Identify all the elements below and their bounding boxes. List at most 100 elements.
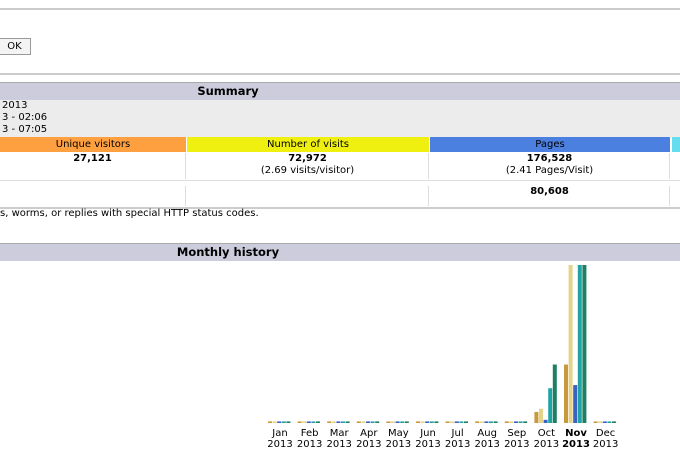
- period-text: 2013 3 - 02:06 3 - 07:05: [2, 100, 47, 136]
- cell-value: 72,972: [288, 153, 327, 164]
- bar: [464, 421, 468, 423]
- cell-value: 80,608: [530, 186, 569, 197]
- bar: [598, 421, 603, 423]
- bar: [564, 364, 568, 423]
- bar: [386, 421, 391, 423]
- cell: 176,528 (2.41 Pages/Visit): [430, 153, 670, 179]
- bar: [523, 421, 528, 423]
- col-header-cut: [672, 137, 680, 152]
- bar: [577, 265, 582, 423]
- period-line: 2013: [2, 100, 28, 111]
- bar: [504, 421, 509, 423]
- bar: [445, 421, 450, 423]
- bar: [416, 421, 420, 423]
- col-header: Number of visits: [187, 137, 429, 152]
- bar: [543, 419, 548, 423]
- x-tick-year: 2013: [534, 439, 559, 450]
- bar: [345, 421, 350, 423]
- cell-value: 176,528: [526, 153, 573, 164]
- bar: [341, 421, 345, 423]
- x-tick-year: 2013: [474, 439, 499, 450]
- bar: [489, 421, 493, 423]
- period-line: 3 - 07:05: [2, 124, 48, 135]
- bar: [454, 421, 459, 423]
- x-tick-label: Mar: [330, 428, 350, 439]
- bar: [459, 421, 464, 423]
- cell: [187, 186, 429, 206]
- bar: [552, 364, 557, 423]
- summary-title-bar: Summary: [0, 82, 680, 100]
- cell: 80,608: [430, 186, 670, 206]
- bar: [404, 421, 409, 423]
- bar: [429, 421, 434, 423]
- bar: [568, 265, 573, 423]
- bar: [268, 421, 272, 423]
- bar: [607, 421, 612, 423]
- bar: [475, 421, 480, 423]
- x-tick-year: 2013: [445, 439, 470, 450]
- x-tick-label: Nov: [565, 428, 587, 439]
- bar: [493, 421, 498, 423]
- bar: [484, 421, 489, 423]
- bar: [582, 265, 587, 423]
- bar: [297, 421, 302, 423]
- bar: [286, 421, 291, 423]
- bar: [514, 421, 518, 423]
- bar: [361, 421, 366, 423]
- x-tick-label: Jul: [451, 428, 464, 439]
- cell: 72,972 (2.69 visits/visitor): [187, 153, 429, 179]
- bar: [395, 421, 400, 423]
- cell-detail: (2.69 visits/visitor): [260, 165, 355, 176]
- bar: [370, 421, 375, 423]
- x-tick-year: 2013: [593, 439, 618, 450]
- chart: Jan2013Feb2013Mar2013Apr2013May2013Jun20…: [267, 265, 618, 450]
- bar: [316, 421, 320, 423]
- bar: [281, 421, 286, 423]
- bar: [509, 421, 514, 423]
- bar: [602, 421, 607, 423]
- x-tick-year: 2013: [504, 439, 529, 450]
- col-header: Unique visitors: [0, 137, 186, 152]
- bar: [311, 421, 316, 423]
- x-tick-label: Jun: [419, 428, 436, 439]
- bar: [366, 421, 370, 423]
- bar: [306, 421, 311, 423]
- note: s, worms, or replies with special HTTP s…: [0, 208, 259, 219]
- x-tick-label: Jan: [271, 428, 287, 439]
- form-box: [0, 8, 680, 75]
- cell-detail: (2.41 Pages/Visit): [505, 165, 594, 176]
- x-tick-year: 2013: [562, 439, 590, 450]
- bar: [336, 421, 341, 423]
- bar: [612, 421, 616, 423]
- x-tick-label: Dec: [596, 428, 615, 439]
- x-tick-label: Feb: [301, 428, 319, 439]
- bar: [420, 421, 425, 423]
- bar: [573, 385, 578, 423]
- x-tick-year: 2013: [326, 439, 351, 450]
- period-box: 2013 3 - 02:06 3 - 07:05: [0, 100, 680, 137]
- table-bottom: [0, 207, 680, 209]
- period-line: 3 - 02:06: [2, 112, 48, 123]
- bar: [450, 421, 455, 423]
- bar: [539, 408, 543, 423]
- x-tick-label: May: [388, 428, 409, 439]
- bar: [331, 421, 336, 423]
- x-tick-year: 2013: [356, 439, 381, 450]
- cell: [0, 186, 186, 206]
- bar: [479, 421, 484, 423]
- bar: [272, 421, 277, 423]
- bar: [302, 421, 307, 423]
- ok-button[interactable]: OK: [0, 38, 31, 55]
- x-tick-label: Aug: [477, 428, 497, 439]
- x-tick-year: 2013: [297, 439, 322, 450]
- bar: [534, 411, 539, 423]
- x-tick-year: 2013: [415, 439, 440, 450]
- history-title: Monthly history: [176, 245, 280, 259]
- bar: [434, 421, 439, 423]
- summary-title: Summary: [197, 84, 259, 98]
- bar: [327, 421, 332, 423]
- bar: [375, 421, 380, 423]
- x-tick-year: 2013: [267, 439, 292, 450]
- cell-value: 27,121: [73, 153, 112, 164]
